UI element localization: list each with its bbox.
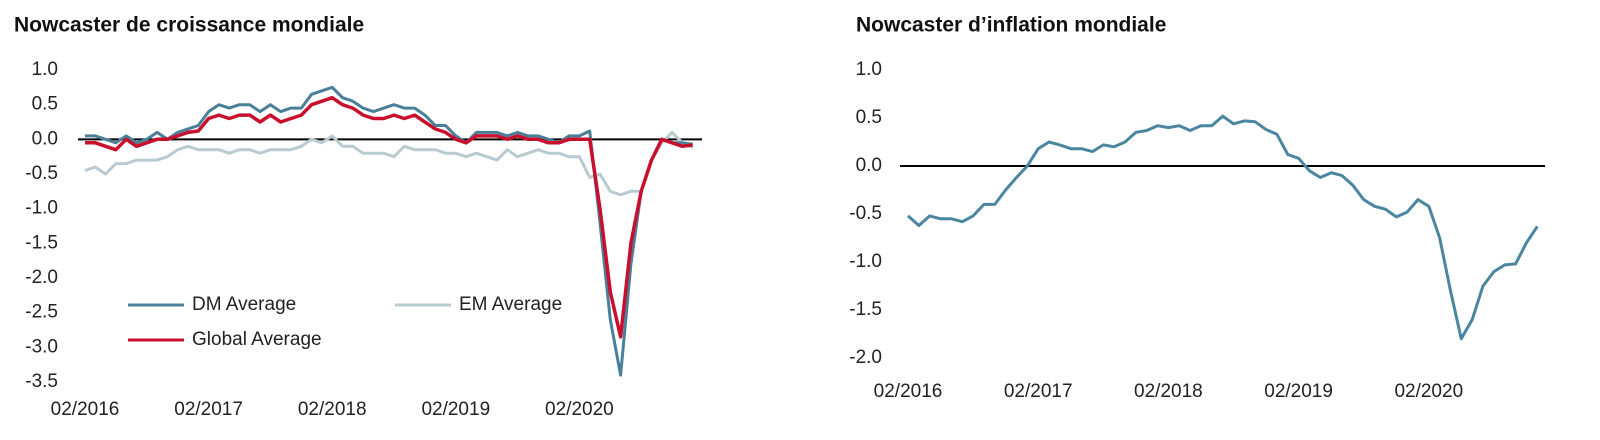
series-line — [84, 130, 694, 197]
legend-label: DM Average — [192, 294, 296, 315]
y-tick-label: -0.5 — [849, 203, 882, 224]
x-tick-label: 02/2019 — [421, 399, 490, 420]
series-line — [85, 95, 693, 339]
y-tick-label: 1.0 — [856, 59, 882, 80]
y-tick-label: -2.0 — [25, 267, 58, 288]
x-tick-label: 02/2017 — [1004, 381, 1073, 402]
y-tick-label: -3.5 — [25, 371, 58, 392]
chart-title: Nowcaster de croissance mondiale — [14, 14, 364, 37]
series-line — [907, 114, 1539, 341]
y-tick-label: -0.5 — [25, 163, 58, 184]
x-tick-label: 02/2018 — [298, 399, 367, 420]
legend-label: EM Average — [459, 294, 562, 315]
chart-title: Nowcaster d’inflation mondiale — [856, 14, 1166, 37]
x-tick-label: 02/2018 — [1134, 381, 1203, 402]
y-tick-label: -2.5 — [25, 302, 58, 323]
y-tick-label: -1.0 — [25, 198, 58, 219]
x-tick-label: 02/2019 — [1264, 381, 1333, 402]
legend-label: Global Average — [192, 329, 322, 350]
y-tick-label: 0.0 — [32, 128, 58, 149]
y-tick-label: -1.0 — [849, 251, 882, 272]
y-tick-label: -1.5 — [849, 299, 882, 320]
x-tick-label: 02/2016 — [51, 399, 120, 420]
y-tick-label: 1.0 — [32, 59, 58, 80]
x-tick-label: 02/2016 — [874, 381, 943, 402]
y-tick-label: 0.5 — [32, 94, 58, 115]
y-tick-label: -3.0 — [25, 336, 58, 357]
y-tick-label: 0.0 — [856, 155, 882, 176]
y-tick-label: -1.5 — [25, 232, 58, 253]
x-tick-label: 02/2020 — [545, 399, 614, 420]
x-tick-label: 02/2017 — [174, 399, 243, 420]
x-tick-label: 02/2020 — [1394, 381, 1463, 402]
y-tick-label: -2.0 — [849, 347, 882, 368]
y-tick-label: 0.5 — [856, 107, 882, 128]
